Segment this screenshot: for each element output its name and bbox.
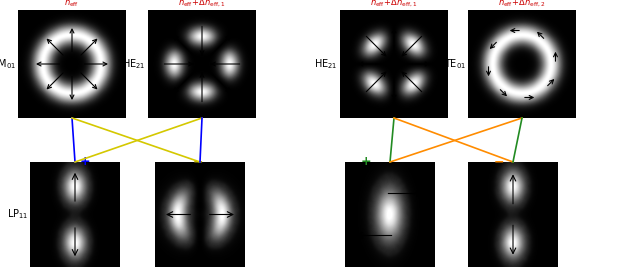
Text: −: − [493, 155, 503, 168]
Text: $n_{\mathrm{eff}}\!+\!\Delta n_{\mathrm{eff},2}$: $n_{\mathrm{eff}}\!+\!\Delta n_{\mathrm{… [498, 0, 546, 9]
Text: LP$_{11}$: LP$_{11}$ [7, 208, 28, 221]
Text: $n_{\mathrm{eff}}\!+\!\Delta n_{\mathrm{eff},1}$: $n_{\mathrm{eff}}\!+\!\Delta n_{\mathrm{… [370, 0, 418, 9]
Text: HE$_{21}$: HE$_{21}$ [122, 57, 146, 71]
Text: +: + [80, 155, 90, 168]
Text: $n_{\mathrm{eff}}$: $n_{\mathrm{eff}}$ [65, 0, 80, 9]
Text: TM$_{01}$: TM$_{01}$ [0, 57, 16, 71]
Text: TE$_{01}$: TE$_{01}$ [444, 57, 466, 71]
Text: HE$_{21}$: HE$_{21}$ [315, 57, 338, 71]
Text: −: − [192, 155, 203, 168]
Text: $n_{\mathrm{eff}}\!+\!\Delta n_{\mathrm{eff},1}$: $n_{\mathrm{eff}}\!+\!\Delta n_{\mathrm{… [178, 0, 226, 9]
Text: +: + [361, 155, 371, 168]
